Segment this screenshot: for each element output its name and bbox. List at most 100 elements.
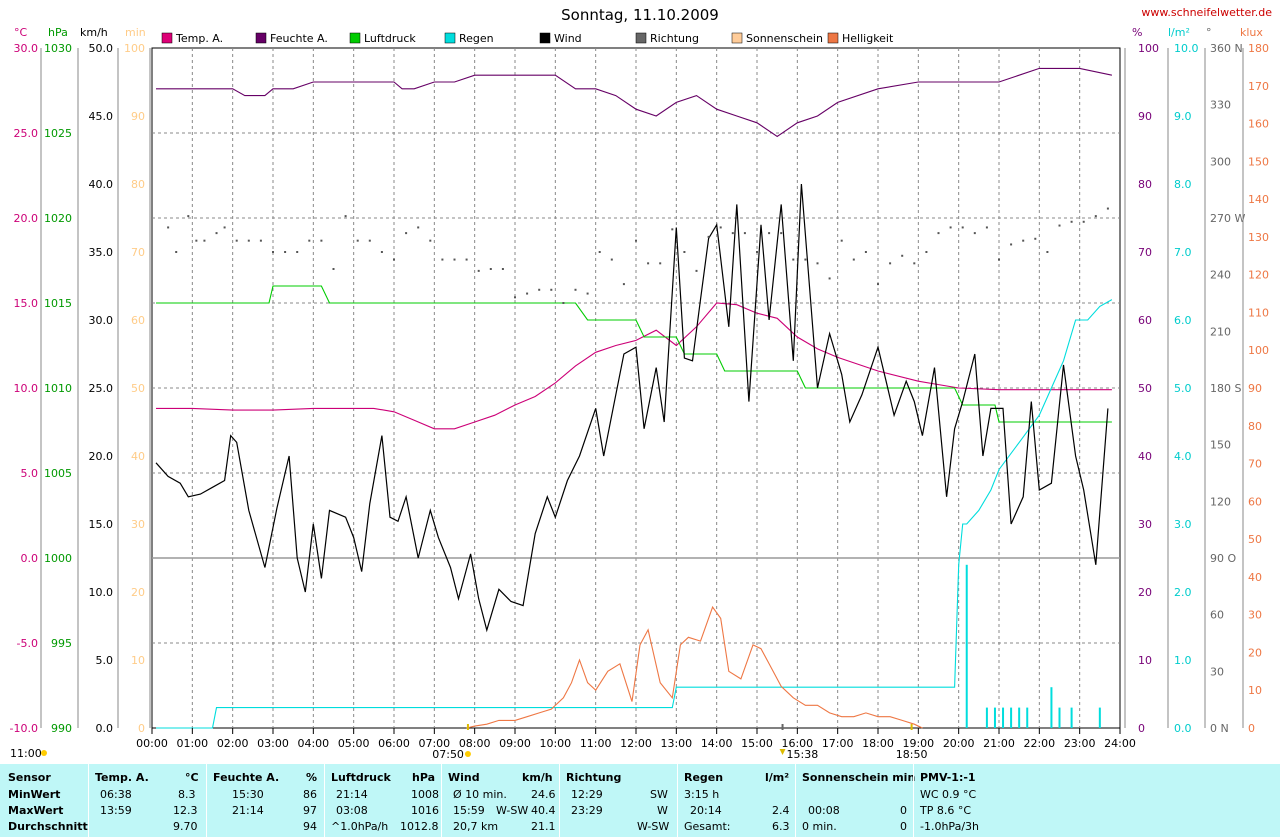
direction-point <box>792 258 795 261</box>
temp-tick-label: 25.0 <box>14 127 39 140</box>
direction-tick-label: 300 <box>1210 155 1231 168</box>
direction-point <box>235 239 238 242</box>
humidity-min: 86 <box>303 788 317 801</box>
legend-swatch <box>635 32 647 44</box>
direction-point <box>913 262 916 265</box>
table-header-humidity: Feuchte A. <box>213 771 280 784</box>
direction-point <box>1070 220 1073 223</box>
temp-tick-label: 10.0 <box>14 382 39 395</box>
direction-point <box>1058 224 1061 227</box>
direction-point <box>937 232 940 235</box>
direction-tick-label: 330 <box>1210 99 1231 112</box>
direction-point <box>562 302 565 304</box>
direction-point <box>731 232 734 235</box>
pressure-min-time: 21:14 <box>336 788 368 801</box>
rain-bar <box>993 707 996 728</box>
table-header-temp: Temp. A. <box>95 771 149 784</box>
brightness-tick-label: 100 <box>1248 344 1269 357</box>
direction-point <box>840 239 843 242</box>
direction-point <box>598 251 601 253</box>
temp-tick-label: 5.0 <box>21 467 39 480</box>
direction-point <box>647 262 650 265</box>
humidity-tick-label: 10 <box>1138 654 1152 667</box>
direction-point <box>586 292 589 295</box>
humidity-tick-label: 0 <box>1138 722 1145 735</box>
x-tick-label: 13:00 <box>660 737 692 750</box>
wind-tick-label: 0.0 <box>96 722 114 735</box>
pressure-axis-unit: hPa <box>48 26 68 39</box>
pressure-max: 1016 <box>411 804 439 817</box>
noon-icon <box>779 749 786 755</box>
legend-label: Feuchte A. <box>270 32 328 45</box>
series-wind <box>155 183 1109 633</box>
direction-point <box>393 258 395 261</box>
direction-point <box>344 215 347 218</box>
direction-point <box>695 269 698 272</box>
rain-tick-label: 9.0 <box>1174 110 1192 123</box>
humidity-tick-label: 90 <box>1138 110 1152 123</box>
sunshine-tick-label: 80 <box>131 178 145 191</box>
direction-point <box>203 239 206 242</box>
sunshine-axis-unit: min <box>125 26 146 39</box>
direction-point <box>610 258 613 261</box>
direction-point <box>804 258 807 261</box>
direction-point <box>852 258 855 261</box>
direction-point <box>453 258 456 261</box>
direction-point <box>405 232 408 235</box>
wind-avg10-label: Ø 10 min. <box>453 788 507 801</box>
rain-tick-label: 2.0 <box>1174 586 1192 599</box>
humidity-tick-label: 80 <box>1138 178 1152 191</box>
x-tick-label: 16:00 <box>781 737 813 750</box>
brightness-tick-label: 20 <box>1248 646 1262 659</box>
direction-point <box>526 292 529 295</box>
rain-bar <box>1010 707 1013 728</box>
noon-label: 15:38 <box>787 748 819 761</box>
sunshine-total: 0 <box>900 820 907 833</box>
direction-tick-label: 0 N <box>1210 722 1229 735</box>
direction-point <box>538 288 541 291</box>
wind-max-dir: W-SW <box>496 804 529 817</box>
direction-point <box>1010 243 1013 246</box>
humidity-avg: 94 <box>303 820 317 833</box>
direction-point <box>272 251 274 253</box>
legend-swatch <box>255 32 267 44</box>
brightness-tick-label: 30 <box>1248 609 1262 622</box>
humidity-tick-label: 100 <box>1138 42 1159 55</box>
wind-avg10: 24.6 <box>531 788 556 801</box>
brightness-tick-label: 130 <box>1248 231 1269 244</box>
wind-tick-label: 20.0 <box>89 450 114 463</box>
legend-swatch <box>161 32 173 44</box>
rain-total: 6.3 <box>772 820 790 833</box>
table-header-pmv: PMV-1:-1 <box>920 771 976 784</box>
table-header-direction: Richtung <box>566 771 622 784</box>
brightness-tick-label: 150 <box>1248 155 1269 168</box>
direction-max-time: 23:29 <box>571 804 603 817</box>
direction-min: SW <box>650 788 668 801</box>
temp-max: 12.3 <box>173 804 198 817</box>
sunrise-icon <box>464 751 471 757</box>
table-header-rain: Regen <box>684 771 724 784</box>
direction-point <box>489 268 492 270</box>
wind-axis-unit: km/h <box>80 26 108 39</box>
rain-tick-label: 10.0 <box>1174 42 1199 55</box>
temp-axis-unit: °C <box>14 26 28 39</box>
direction-point <box>320 239 323 242</box>
temp-min-time: 06:38 <box>100 788 132 801</box>
direction-point <box>1034 237 1037 240</box>
direction-point <box>671 228 674 231</box>
humidity-min-time: 15:30 <box>232 788 264 801</box>
legend-label: Temp. A. <box>175 32 223 45</box>
x-tick-label: 19:00 <box>902 737 934 750</box>
wind-distance: 20,7 km <box>453 820 499 833</box>
humidity-tick-label: 40 <box>1138 450 1152 463</box>
direction-point <box>707 235 710 238</box>
legend-label: Sonnenschein <box>746 32 823 45</box>
rain-bar <box>1058 707 1061 728</box>
rain-unit: l/m² <box>765 771 790 784</box>
table-header-wind: Wind <box>448 771 480 784</box>
direction-tick-label: 150 <box>1210 439 1231 452</box>
temp-avg: 9.70 <box>173 820 198 833</box>
sunshine-tick-label: 40 <box>131 450 145 463</box>
temp-tick-label: -10.0 <box>10 722 38 735</box>
direction-point <box>1082 220 1085 223</box>
